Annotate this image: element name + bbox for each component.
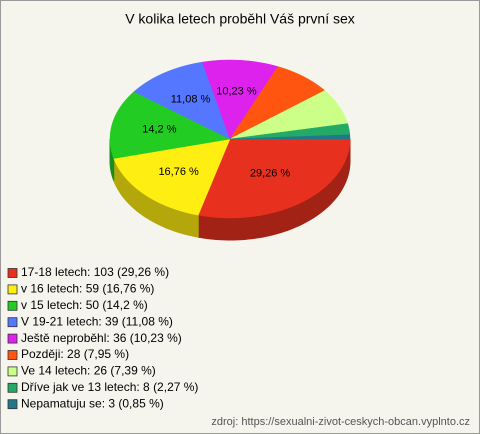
legend-label: 17-18 letech: 103 (29,26 %) — [21, 265, 169, 279]
slice — [113, 138, 231, 216]
slice — [229, 134, 351, 140]
legend-swatch — [7, 317, 18, 328]
chart-title: V kolika letech proběhl Váš první sex — [125, 11, 355, 27]
legend-label: Později: 28 (7,95 %) — [21, 347, 129, 361]
legend-label: Dříve jak ve 13 letech: 8 (2,27 %) — [21, 380, 198, 394]
value-label: 14,2 % — [142, 124, 176, 136]
slice — [202, 59, 279, 140]
slice — [229, 66, 326, 140]
slice — [229, 90, 349, 140]
legend-swatch — [7, 350, 18, 360]
legend-label: V 19-21 letech: 39 (11,08 %) — [21, 314, 173, 328]
slice — [133, 61, 231, 140]
legend-swatch — [7, 300, 18, 311]
legend-label: Nepamatuju se: 3 (0,85 %) — [21, 396, 164, 410]
legend-label: Ještě neproběhl: 36 (10,23 %) — [21, 331, 182, 345]
legend-swatch — [7, 284, 18, 295]
slice — [109, 91, 231, 159]
slice — [197, 138, 351, 219]
legend-swatch — [7, 366, 18, 377]
legend-swatch — [7, 268, 18, 278]
slice — [229, 123, 351, 140]
value-label: 11,08 % — [171, 93, 211, 105]
source: zdroj: https://sexualni-zivot-ceskych-ob… — [211, 416, 470, 428]
value-label: 10,23 % — [216, 86, 257, 98]
legend-swatch — [7, 382, 18, 393]
legend-label: Ve 14 letech: 26 (7,39 %) — [21, 364, 156, 378]
legend-swatch — [7, 399, 18, 410]
value-label: 16,76 % — [158, 166, 199, 178]
legend-label: v 16 letech: 59 (16,76 %) — [21, 282, 154, 296]
value-label: 29,26 % — [250, 167, 291, 179]
legend-label: v 15 letech: 50 (14,2 %) — [21, 298, 148, 312]
legend-swatch — [7, 333, 18, 344]
